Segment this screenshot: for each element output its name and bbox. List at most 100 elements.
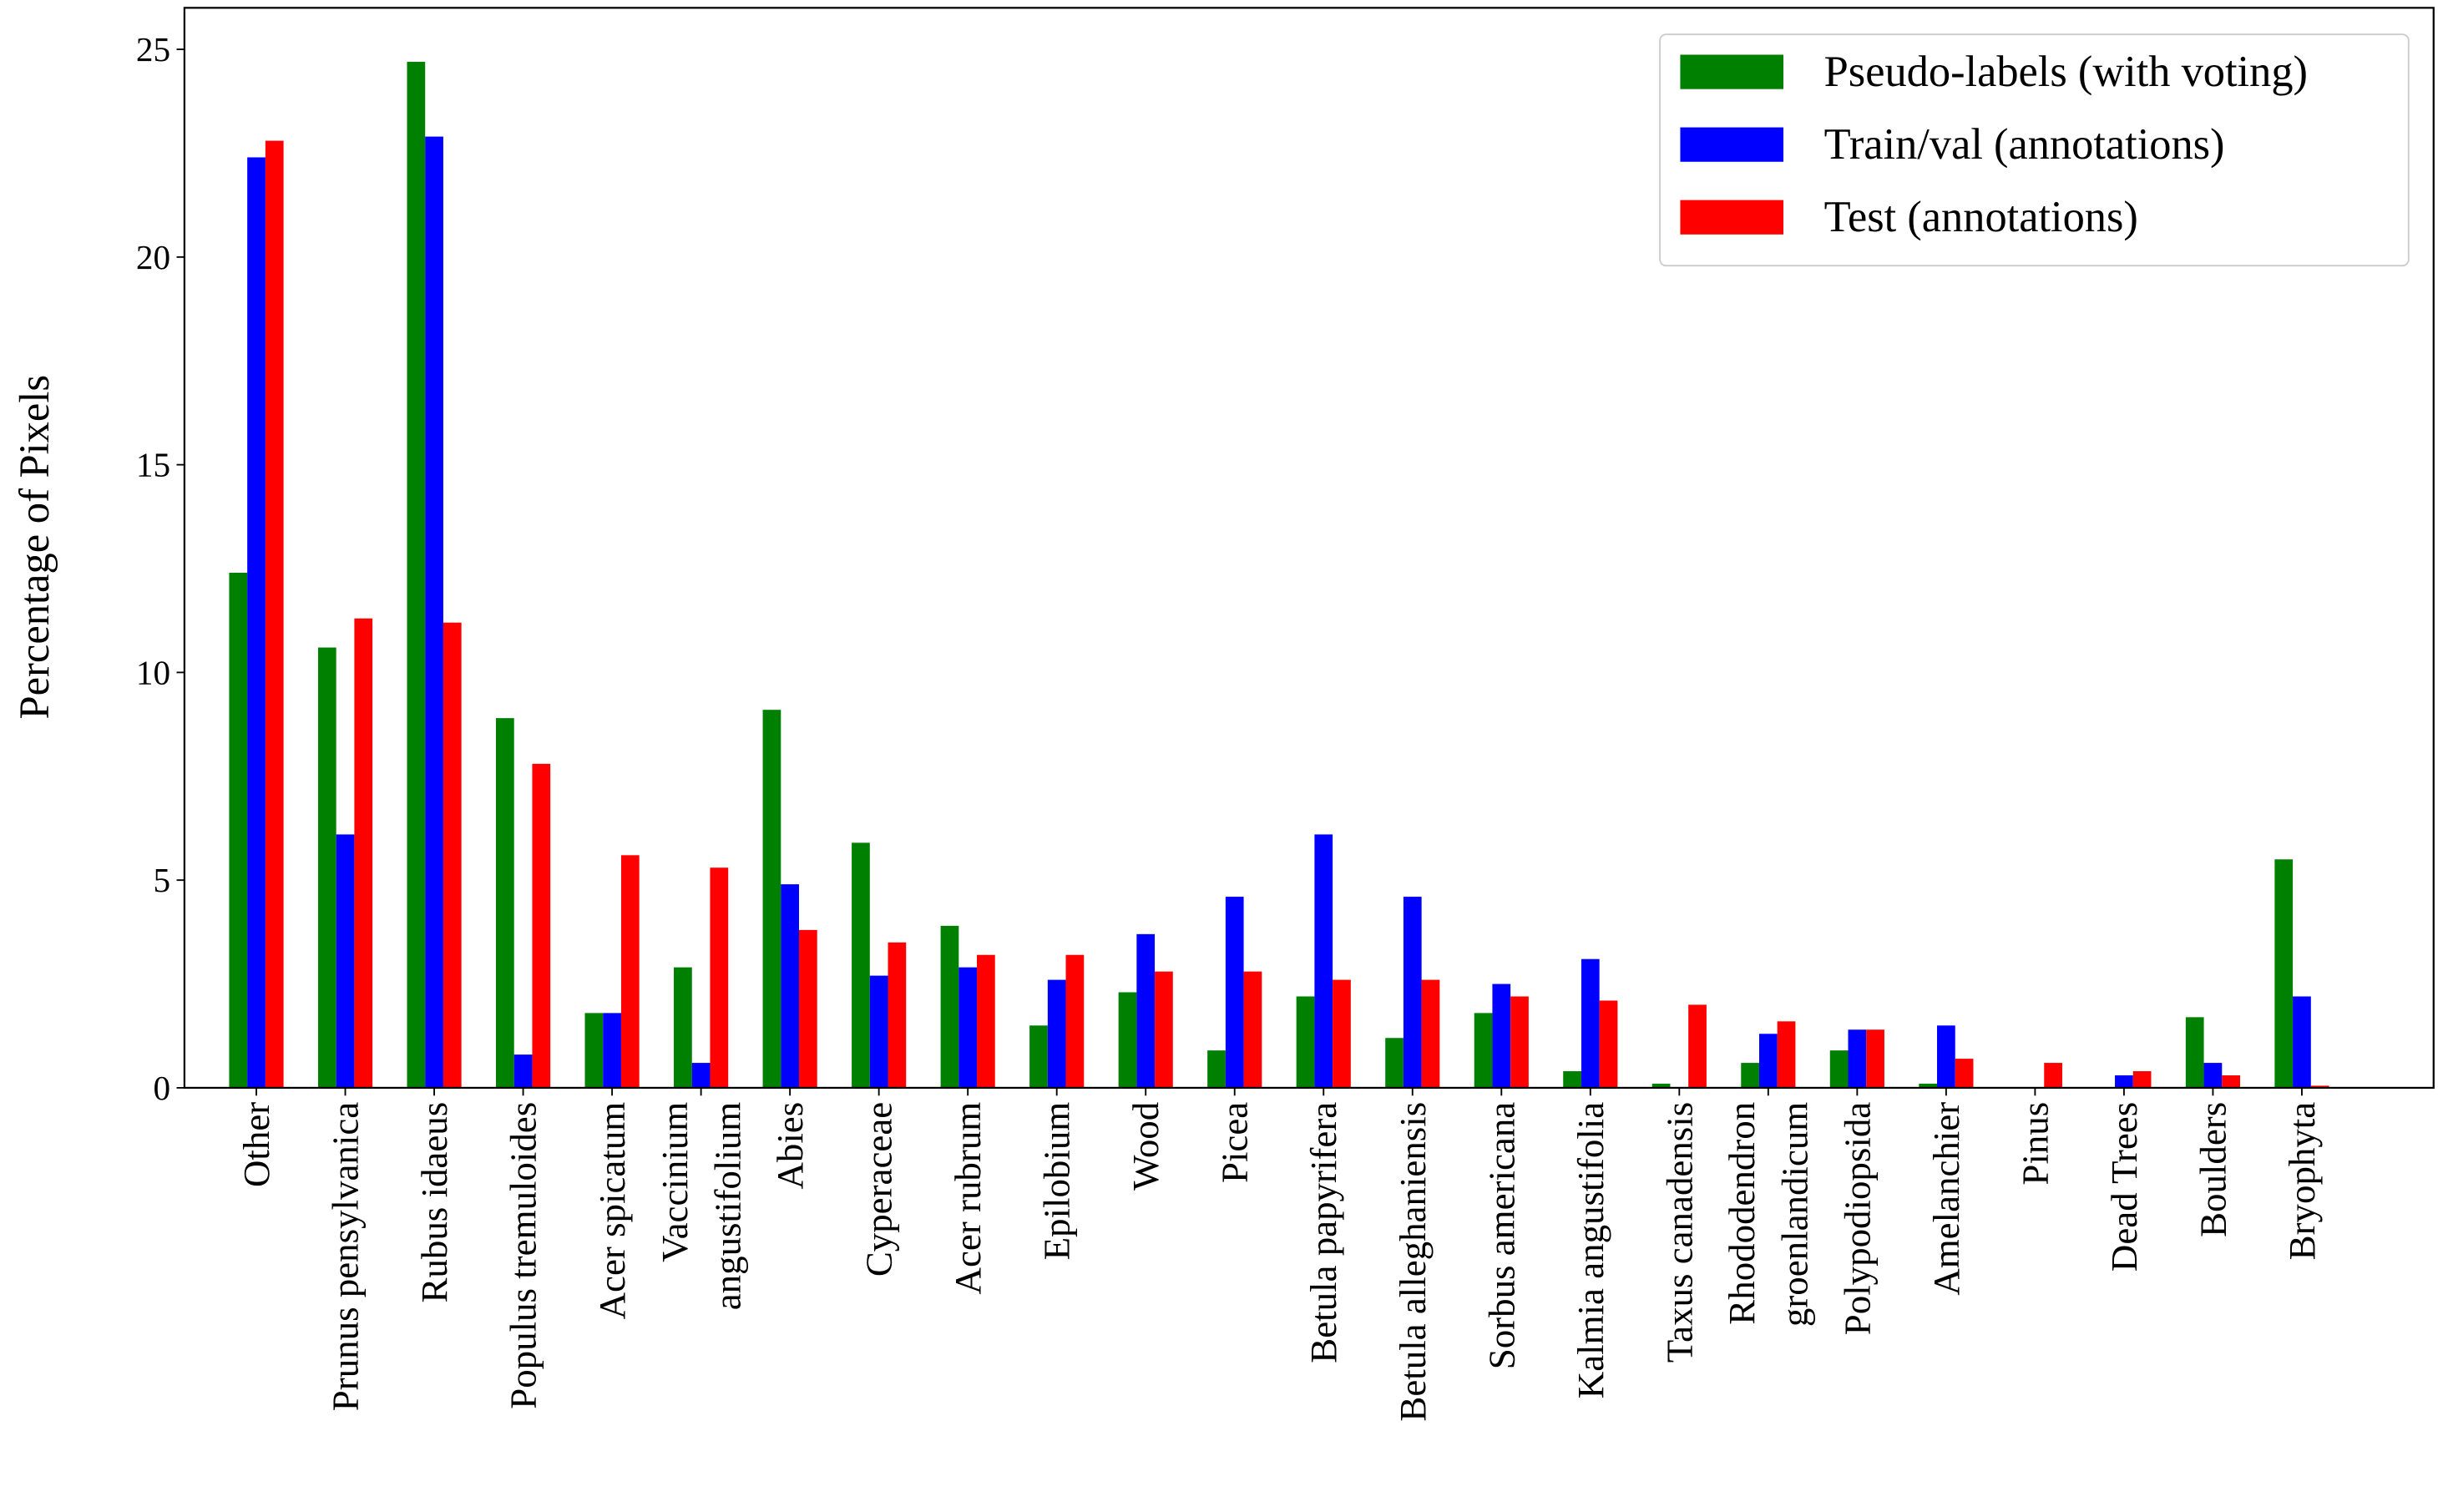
bar <box>691 1063 711 1088</box>
bar <box>2044 1063 2062 1088</box>
x-tick-label: Rubus idaeus <box>413 1102 455 1303</box>
x-tick-label: Acer spicatum <box>591 1102 633 1320</box>
plot-frame <box>183 7 2435 1090</box>
x-tick-label: Wood <box>1125 1102 1166 1191</box>
y-tick-label: 0 <box>153 1069 170 1107</box>
x-tick-label-line: Rhododendron <box>1721 1102 1763 1325</box>
x-tick-label: Sorbus americana <box>1480 1102 1522 1370</box>
bar <box>1029 1025 1048 1088</box>
bar <box>888 942 907 1088</box>
bar <box>869 975 888 1088</box>
bar <box>1385 1038 1404 1088</box>
x-tick-label-line: Other <box>235 1102 277 1187</box>
x-tick-label: Abies <box>769 1102 811 1190</box>
x-tick-label-line: Cyperaceae <box>858 1102 900 1277</box>
bar <box>1919 1083 1938 1088</box>
x-tick-label-line: Betula papyrifera <box>1302 1102 1344 1363</box>
x-tick-label-line: Picea <box>1214 1102 1256 1183</box>
bar <box>229 572 248 1088</box>
y-tick-label: 20 <box>136 238 170 276</box>
x-tick-label-line: Prunus pensylvanica <box>325 1102 367 1411</box>
x-tick-label: Betula papyrifera <box>1302 1102 1344 1363</box>
bar <box>443 622 462 1088</box>
x-tick-label-line: Sorbus americana <box>1480 1102 1522 1370</box>
x-tick-label: Other <box>235 1102 277 1187</box>
y-tick-label: 10 <box>136 653 170 691</box>
bar <box>940 925 959 1088</box>
x-tick-label-line: Kalmia angustifolia <box>1570 1102 1611 1398</box>
x-tick-label-line: Vaccinium <box>654 1102 695 1262</box>
bar <box>2115 1075 2133 1088</box>
x-tick-label: Betula alleghaniensis <box>1392 1102 1434 1422</box>
bar <box>336 834 355 1088</box>
legend-label: Pseudo-labels (with voting) <box>1824 48 2308 96</box>
bar <box>1651 1083 1671 1088</box>
bar <box>1296 996 1315 1088</box>
bar <box>584 1013 604 1088</box>
bar <box>407 62 426 1088</box>
x-tick-label-line: Abies <box>769 1102 811 1190</box>
x-tick-label: Amelanchier <box>1925 1102 1967 1296</box>
bar <box>354 618 373 1088</box>
bar <box>620 855 640 1088</box>
bar <box>2274 859 2294 1088</box>
bar <box>1065 954 1085 1088</box>
x-tick-label-line: Dead Trees <box>2103 1102 2145 1272</box>
x-tick-label: Epilobium <box>1036 1102 1078 1261</box>
bar <box>1581 958 1600 1088</box>
legend-label: Test (annotations) <box>1824 193 2138 241</box>
bar <box>1848 1029 1867 1088</box>
bar <box>1118 992 1137 1088</box>
bar <box>798 929 817 1088</box>
x-tick-label: Bryophyta <box>2281 1102 2323 1261</box>
bar <box>496 718 514 1088</box>
bar <box>1333 979 1351 1088</box>
x-tick-label-line: Rubus idaeus <box>413 1102 455 1303</box>
x-tick-label: Kalmia angustifolia <box>1570 1102 1611 1398</box>
x-tick-label-line: Amelanchier <box>1925 1102 1967 1296</box>
bar <box>317 647 336 1088</box>
legend-swatch <box>1680 200 1783 235</box>
bar <box>2203 1063 2223 1088</box>
bar <box>674 967 692 1088</box>
x-tick-label: Picea <box>1214 1102 1256 1183</box>
bar <box>265 140 284 1088</box>
x-tick-label-line: groenlandicum <box>1774 1102 1816 1327</box>
x-tick-label: Dead Trees <box>2103 1102 2145 1272</box>
bar <box>247 157 266 1088</box>
y-tick-label: 15 <box>136 446 170 484</box>
bar <box>2185 1017 2204 1088</box>
x-tick-label-line: Bryophyta <box>2281 1102 2323 1261</box>
x-tick-label: Rhododendron groenlandicum <box>1721 1102 1816 1327</box>
x-tick-label: Vaccinium angustifolium <box>654 1102 749 1311</box>
bar <box>2132 1071 2152 1088</box>
bar <box>1225 897 1244 1088</box>
x-tick-label: Pinus <box>2014 1102 2056 1186</box>
bar <box>1474 1013 1493 1088</box>
bar <box>1866 1029 1884 1088</box>
x-tick-label-line: Epilobium <box>1036 1102 1078 1261</box>
legend-box <box>1659 33 2410 267</box>
x-tick-label: Populus tremuloides <box>503 1102 544 1409</box>
x-tick-label-line: Polypodiopsida <box>1836 1102 1878 1336</box>
bar <box>1777 1021 1796 1088</box>
bar <box>1563 1071 1581 1088</box>
x-tick-label: Prunus pensylvanica <box>325 1102 367 1411</box>
y-axis-label: Percentage of Pixels <box>11 375 58 720</box>
bar <box>1510 996 1529 1088</box>
x-tick-label: Polypodiopsida <box>1836 1102 1878 1336</box>
legend-swatch <box>1680 54 1783 89</box>
x-tick-label-line: Boulders <box>2192 1102 2233 1237</box>
legend-swatch <box>1680 127 1783 162</box>
bar <box>1243 971 1262 1088</box>
bar <box>1047 979 1066 1088</box>
bar <box>1314 834 1333 1088</box>
bar <box>958 967 978 1088</box>
bar <box>977 954 995 1088</box>
x-tick-label-line: Acer rubrum <box>947 1102 989 1295</box>
legend-label: Train/val (annotations) <box>1824 120 2225 169</box>
bar <box>1741 1063 1759 1088</box>
bar <box>603 1013 621 1088</box>
bar <box>1937 1025 1955 1088</box>
bar <box>1955 1059 1974 1088</box>
